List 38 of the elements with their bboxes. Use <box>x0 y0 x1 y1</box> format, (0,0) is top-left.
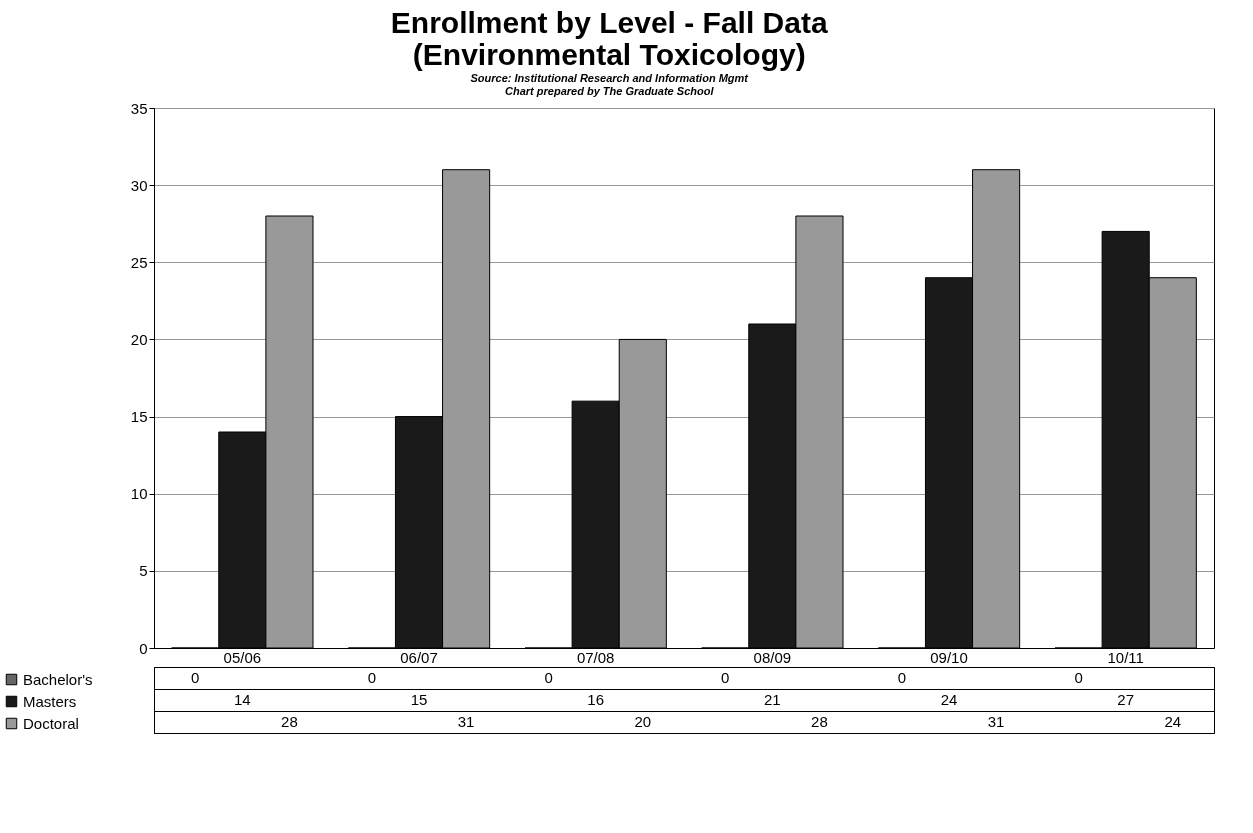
chart-title: Enrollment by Level - Fall Data <box>390 5 828 39</box>
y-tick-label: 0 <box>139 639 148 657</box>
data-label: 16 <box>587 691 605 708</box>
x-tick-label: 08/09 <box>753 648 792 666</box>
x-tick-label: 05/06 <box>223 648 262 666</box>
y-tick-label: 10 <box>130 485 148 503</box>
text: Chart prepared by The Graduate School <box>505 84 715 97</box>
y-tick-label: 15 <box>130 408 148 426</box>
y-tick-label: 35 <box>130 99 148 117</box>
y-tick-label: 25 <box>130 253 148 271</box>
y-tick-label: 30 <box>130 176 148 194</box>
data-label: 0 <box>897 669 907 686</box>
legend-label: Masters <box>23 692 77 710</box>
y-tick-label: 5 <box>139 562 148 580</box>
data-label: 0 <box>1074 669 1083 686</box>
x-tick-label: 10/11 <box>1107 648 1144 666</box>
data-label: 31 <box>457 713 475 730</box>
data-label: 0 <box>721 669 730 686</box>
x-tick-label: 09/10 <box>930 648 968 666</box>
data-label: 14 <box>233 691 251 708</box>
data-label: 20 <box>634 713 652 730</box>
data-label: 28 <box>281 713 298 730</box>
x-tick-label: 06/07 <box>400 648 438 666</box>
data-label: 24 <box>1164 713 1182 730</box>
data-label: 31 <box>987 713 1005 730</box>
data-label: 21 <box>763 691 781 708</box>
data-label: 0 <box>367 669 377 686</box>
data-label: 0 <box>191 669 200 686</box>
data-label: 27 <box>1117 691 1135 708</box>
y-tick-label: 20 <box>130 330 148 348</box>
legend-label: Doctoral <box>23 714 79 732</box>
legend-label: Bachelor's <box>23 670 93 688</box>
source-note: Source: Institutional Research and Information Mgmt <box>470 71 750 84</box>
data-label: 24 <box>940 691 958 708</box>
data-label: 28 <box>811 713 828 730</box>
data-label: 15 <box>410 691 428 708</box>
data-label: 0 <box>544 669 553 686</box>
x-tick-label: 07/08 <box>576 648 615 666</box>
